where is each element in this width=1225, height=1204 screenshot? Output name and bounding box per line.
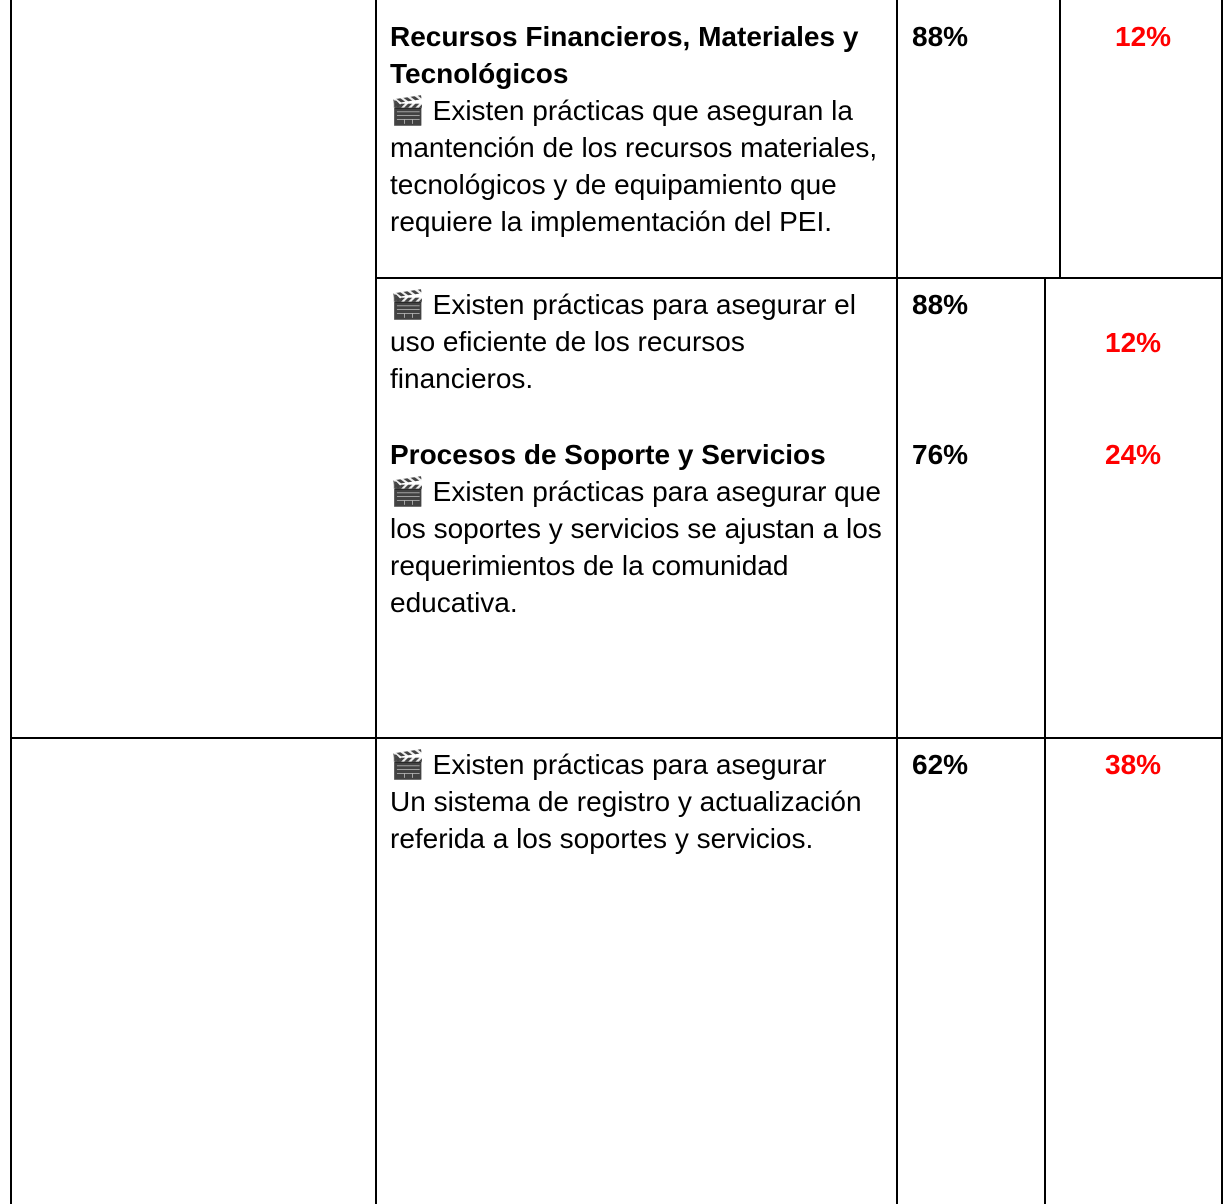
cell: 🎬 Existen prácticas para asegurar el uso… <box>390 286 885 397</box>
cell: Recursos Financieros, Materiales y Tecno… <box>390 18 885 240</box>
border <box>1059 0 1061 278</box>
heading: Recursos Financieros, Materiales y Tecno… <box>390 21 859 89</box>
percent: 88% <box>912 21 969 52</box>
paragraph: 🎬 Existen prácticas para asegurar que lo… <box>390 476 882 618</box>
percent: 88% <box>912 289 969 320</box>
border <box>375 277 1223 279</box>
border <box>10 737 1223 739</box>
percent: 12% <box>1115 21 1172 52</box>
border <box>375 0 377 1204</box>
paragraph: 🎬 Existen prácticas para asegurar el uso… <box>390 289 856 394</box>
border <box>1044 278 1046 1204</box>
percent: 76% <box>912 439 969 470</box>
heading: Procesos de Soporte y Servicios <box>390 439 826 470</box>
paragraph: 🎬 Existen prácticas que aseguran la mant… <box>390 95 878 237</box>
paragraph: 🎬 Existen prácticas para asegurar <box>390 749 827 780</box>
border <box>1221 0 1223 1204</box>
border <box>896 0 898 1204</box>
border <box>10 0 12 1204</box>
cell: Procesos de Soporte y Servicios 🎬 Existe… <box>390 436 885 621</box>
percent: 12% <box>1105 327 1162 358</box>
cell: 🎬 Existen prácticas para asegurar Un sis… <box>390 746 885 857</box>
percent: 24% <box>1105 439 1162 470</box>
percent: 62% <box>912 749 969 780</box>
percent: 38% <box>1105 749 1162 780</box>
paragraph: Un sistema de registro y actualización r… <box>390 786 862 854</box>
